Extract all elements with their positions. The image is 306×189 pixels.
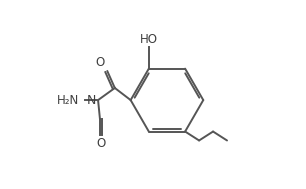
Text: N: N: [86, 94, 96, 107]
Text: O: O: [95, 56, 104, 69]
Text: H₂N: H₂N: [57, 94, 80, 107]
Text: O: O: [97, 137, 106, 150]
Text: HO: HO: [140, 33, 158, 46]
